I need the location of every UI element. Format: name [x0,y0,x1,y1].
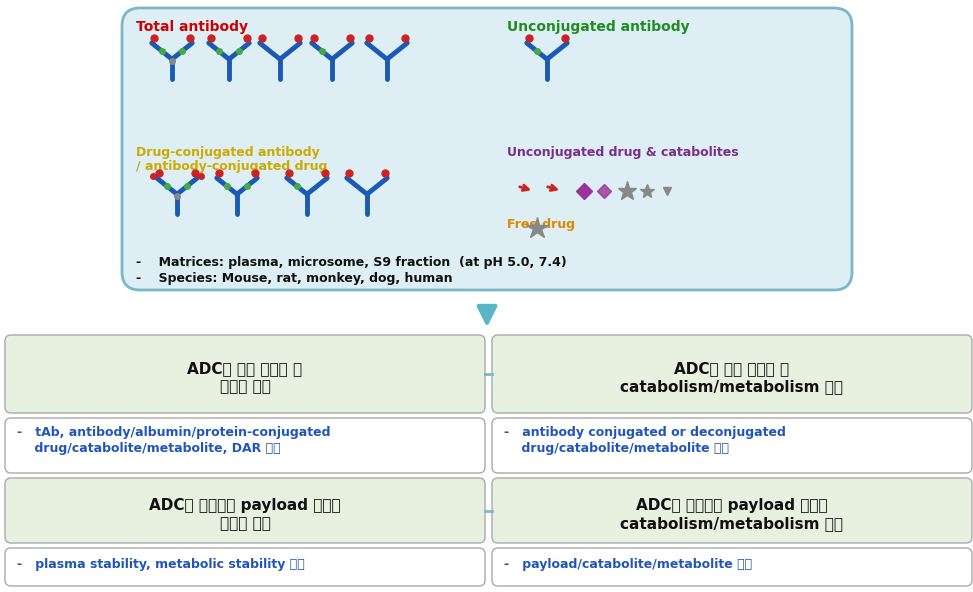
Text: -   tAb, antibody/albumin/protein-conjugated: - tAb, antibody/albumin/protein-conjugat… [17,426,331,439]
Text: ADC에 대한 시험관 내: ADC에 대한 시험관 내 [188,362,303,377]
Text: drug/catabolite/metabolite 측정: drug/catabolite/metabolite 측정 [504,442,729,455]
FancyBboxPatch shape [122,8,852,290]
Text: Free drug: Free drug [507,218,575,231]
Text: Unconjugated drug & catabolites: Unconjugated drug & catabolites [507,146,739,159]
Text: 안정성 평가: 안정성 평가 [220,516,270,531]
FancyBboxPatch shape [492,478,972,543]
Text: catabolism/metabolism 탐색: catabolism/metabolism 탐색 [621,379,844,394]
FancyBboxPatch shape [5,418,485,473]
Text: -   payload/catabolite/metabolite 측정: - payload/catabolite/metabolite 측정 [504,558,752,571]
FancyBboxPatch shape [5,548,485,586]
Text: ADC를 구성하는 payload 자체의: ADC를 구성하는 payload 자체의 [149,498,341,513]
Text: ADC에 대한 시험관 내: ADC에 대한 시험관 내 [674,362,789,377]
Text: ADC를 구성하는 payload 자체의: ADC를 구성하는 payload 자체의 [636,498,828,513]
FancyBboxPatch shape [492,418,972,473]
Text: Total antibody: Total antibody [136,20,248,34]
FancyBboxPatch shape [5,478,485,543]
Text: catabolism/metabolism 탐색: catabolism/metabolism 탐색 [621,516,844,531]
FancyBboxPatch shape [492,335,972,413]
Text: drug/catabolite/metabolite, DAR 측정: drug/catabolite/metabolite, DAR 측정 [17,442,280,455]
Text: -   plasma stability, metabolic stability 측정: - plasma stability, metabolic stability … [17,558,305,571]
Text: -    Matrices: plasma, microsome, S9 fraction  (at pH 5.0, 7.4): - Matrices: plasma, microsome, S9 fracti… [136,256,566,269]
Text: / antibody-conjugated drug: / antibody-conjugated drug [136,160,327,173]
Text: 안정성 평가: 안정성 평가 [220,379,270,394]
Text: -   antibody conjugated or deconjugated: - antibody conjugated or deconjugated [504,426,786,439]
Text: Drug-conjugated antibody: Drug-conjugated antibody [136,146,320,159]
FancyBboxPatch shape [5,335,485,413]
Text: -    Species: Mouse, rat, monkey, dog, human: - Species: Mouse, rat, monkey, dog, huma… [136,272,452,285]
FancyBboxPatch shape [492,548,972,586]
Text: Unconjugated antibody: Unconjugated antibody [507,20,690,34]
